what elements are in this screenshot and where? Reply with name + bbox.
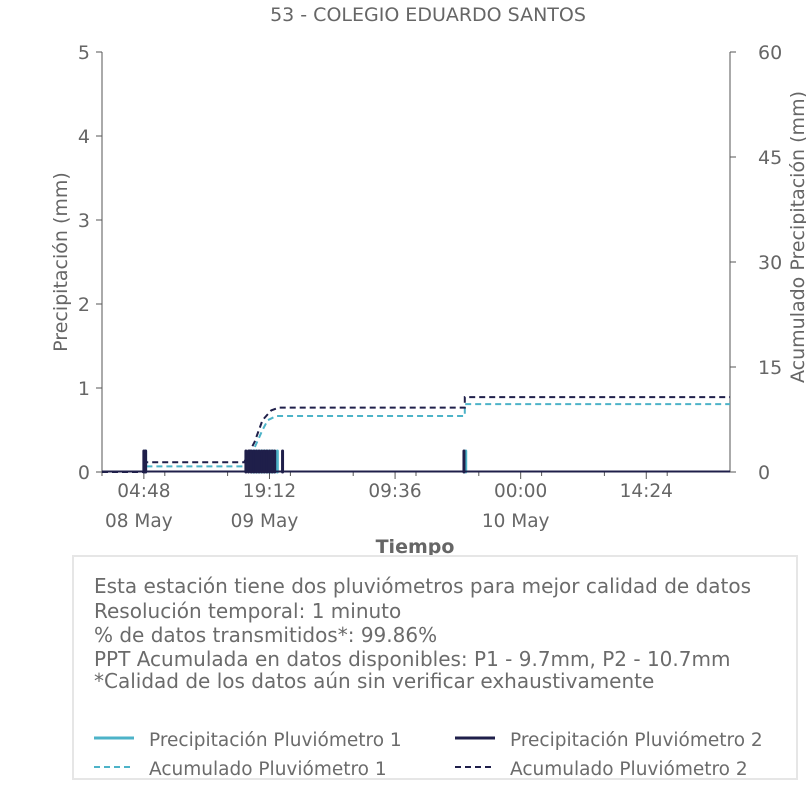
legend-label-acc2: Acumulado Pluviómetro 2 [510,759,748,780]
x-date-label: 08 May [105,511,173,532]
x-axis-label: Tiempo [376,536,455,558]
legend-swatch-p2 [455,736,495,740]
x-date-label: 10 May [482,511,550,532]
info-line-transmitted: % de datos transmitidos*: 99.86% [94,623,438,647]
x-date-label: 09 May [231,511,299,532]
y-tick-label: 4 [78,126,90,148]
x-tick-label: 19:12 [243,481,296,502]
series-line-acumulado-pluvi-metro-1 [102,403,730,473]
y-axis-label: Precipitación (mm) [50,172,72,352]
y2-axis-label: Acumulado Precipitación (mm) [787,91,806,383]
x-tick-label: 04:48 [117,481,170,502]
info-line-quality-note: *Calidad de los datos aún sin verificar … [94,669,655,693]
info-line-resolution: Resolución temporal: 1 minuto [94,599,402,623]
y2-tick-label: 30 [758,252,782,274]
legend-label-p1: Precipitación Pluviómetro 1 [149,730,402,751]
y-tick-label: 3 [78,210,90,232]
x-tick-label: 00:00 [494,481,547,502]
info-line-stations: Esta estación tiene dos pluviómetros par… [94,574,752,598]
info-panel: Esta estación tiene dos pluviómetros par… [72,555,798,780]
y-tick-label: 2 [78,294,90,316]
y-tick-label: 0 [78,462,90,484]
x-tick-label: 09:36 [368,481,421,502]
legend-swatch-acc2 [455,766,495,768]
chart-title: 53 - COLEGIO EDUARDO SANTOS [270,4,586,26]
legend-swatch-acc1 [94,766,134,768]
y2-tick-label: 60 [758,42,782,64]
precipitation-chart: 53 - COLEGIO EDUARDO SANTOS0123450153045… [50,4,806,558]
legend-label-p2: Precipitación Pluviómetro 2 [510,730,763,751]
y-tick-label: 5 [78,42,90,64]
series-line-acumulado-pluvi-metro-2 [102,396,730,473]
legend-label-acc1: Acumulado Pluviómetro 1 [149,759,387,780]
info-line-accumulated: PPT Acumulada en datos disponibles: P1 -… [94,647,731,671]
x-tick-label: 14:24 [620,481,673,502]
y2-tick-label: 0 [758,462,770,484]
y2-tick-label: 45 [758,147,782,169]
y2-tick-label: 15 [758,357,782,379]
y-tick-label: 1 [78,378,90,400]
legend-swatch-p1 [94,736,134,740]
